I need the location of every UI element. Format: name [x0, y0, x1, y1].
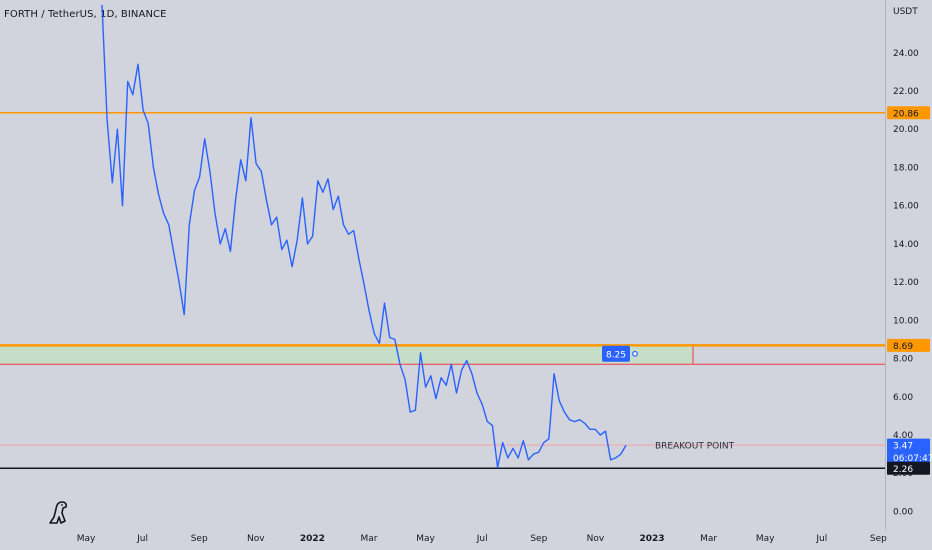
- y-tick-label: 16.00: [893, 202, 919, 212]
- currency-unit-label: USDT: [893, 7, 918, 17]
- zone-top-price-tag: 8.69: [887, 338, 930, 352]
- tradingview-logo-icon: [49, 501, 67, 524]
- last-price-tag-countdown: 06:07:47: [893, 454, 932, 464]
- marker-label-bg: [602, 345, 630, 362]
- marker-dot: [632, 350, 638, 357]
- x-tick-label: Jul: [815, 534, 827, 544]
- y-tick-label: 24.00: [893, 49, 919, 59]
- zone-layer: [0, 345, 885, 365]
- support-price-tag-bg: [887, 461, 930, 475]
- logo-eye: [61, 504, 63, 506]
- axis-layer: 0.002.004.006.008.0010.0012.0014.0016.00…: [77, 0, 919, 544]
- resistance-price-tag: 20.86: [887, 106, 930, 120]
- y-tick-label: 0.00: [893, 507, 913, 517]
- y-tick-label: 20.00: [893, 125, 919, 135]
- level-layer: [0, 112, 885, 470]
- x-tick-label: Jul: [476, 534, 488, 544]
- x-tick-label: May: [416, 534, 435, 544]
- y-tick-label: 10.00: [893, 316, 919, 326]
- resistance-price-tag-value: 20.86: [893, 109, 919, 119]
- x-tick-label: 2023: [639, 534, 664, 544]
- y-tick-label: 14.00: [893, 240, 919, 250]
- x-tick-label: Mar: [361, 534, 378, 544]
- demand-zone: [0, 345, 693, 365]
- last-price-tag-value: 3.47: [893, 442, 913, 452]
- breakout-point-label: BREAKOUT POINT: [655, 442, 735, 452]
- x-tick-label: May: [756, 534, 775, 544]
- marker-label: 8.25: [602, 345, 638, 362]
- resistance-price-tag-bg: [887, 106, 930, 120]
- x-tick-label: Nov: [247, 534, 265, 544]
- y-tick-label: 8.00: [893, 355, 913, 365]
- y-tick-label: 12.00: [893, 278, 919, 288]
- logo-shape: [49, 501, 67, 524]
- support-price-tag-value: 2.26: [893, 465, 913, 475]
- y-tick-label: 6.00: [893, 393, 913, 403]
- x-tick-label: Nov: [587, 534, 605, 544]
- x-tick-label: May: [77, 534, 96, 544]
- tag-layer: 20.86 8.69 3.47 06:07:472.26 8.25 BREAKOUT PO…: [602, 106, 932, 475]
- last-price-tag: 3.47 06:07:47: [887, 438, 932, 465]
- x-tick-label: Mar: [700, 534, 717, 544]
- x-tick-label: 2022: [300, 534, 325, 544]
- chart-title: FORTH / TetherUS, 1D, BINANCE: [4, 9, 167, 20]
- y-tick-label: 22.00: [893, 87, 919, 97]
- last-price-tag-bg: [887, 438, 930, 465]
- x-tick-label: Jul: [136, 534, 148, 544]
- zone-top-price-tag-bg: [887, 338, 930, 352]
- y-tick-label: 18.00: [893, 163, 919, 173]
- x-tick-label: Sep: [191, 534, 208, 544]
- x-tick-label: Sep: [530, 534, 547, 544]
- line-layer: [101, 4, 627, 469]
- support-price-tag: 2.26: [887, 461, 930, 475]
- y-tick-label: 4.00: [893, 431, 913, 441]
- logo-layer: [49, 501, 67, 524]
- zone-top-price-tag-value: 8.69: [893, 342, 913, 352]
- marker-label-value: 8.25: [606, 350, 626, 360]
- x-tick-label: Sep: [870, 534, 887, 544]
- price-series-line: [101, 4, 627, 469]
